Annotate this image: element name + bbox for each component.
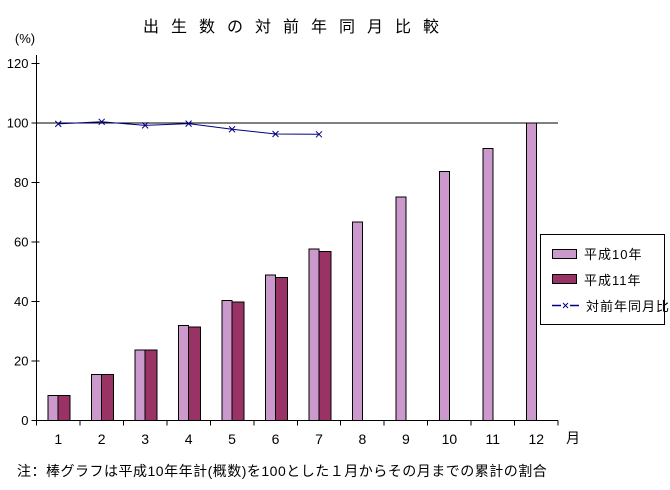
bar-heisei11-month-7 — [318, 251, 332, 421]
bar-heisei11-month-6 — [275, 276, 289, 421]
x-tick-label-7: 7 — [315, 431, 323, 447]
ratio-marker-month-5 — [228, 125, 236, 133]
y-tick-label-100: 100 — [7, 116, 29, 131]
chart-title: 出生数の対前年同月比較 — [142, 19, 451, 36]
ratio-marker-month-3 — [141, 122, 149, 129]
x-tick-label-12: 12 — [528, 431, 544, 447]
bar-heisei11-month-5 — [231, 301, 245, 421]
x-axis-unit-label: 月 — [566, 430, 580, 446]
bar-heisei11-month-1 — [57, 395, 71, 422]
legend-swatch-h11 — [552, 274, 577, 285]
ratio-marker-month-7 — [315, 130, 323, 138]
x-tick-label-8: 8 — [359, 431, 367, 447]
bar-heisei10-month-4 — [178, 325, 190, 421]
bar-heisei10-month-12 — [525, 122, 537, 421]
legend-swatch-h10 — [552, 248, 577, 259]
y-tick-label-120: 120 — [7, 56, 29, 71]
bar-heisei10-month-3 — [134, 349, 146, 421]
bar-heisei10-month-6 — [265, 274, 277, 421]
x-tick-label-9: 9 — [402, 431, 410, 447]
bar-heisei11-month-2 — [101, 373, 115, 422]
bar-heisei11-month-4 — [188, 326, 202, 422]
bar-heisei11-month-3 — [144, 349, 158, 421]
x-tick-label-2: 2 — [98, 431, 106, 447]
x-tick-label-4: 4 — [185, 431, 193, 447]
ratio-marker-month-2 — [98, 118, 106, 126]
bar-heisei10-month-8 — [351, 221, 363, 421]
bar-heisei10-month-2 — [91, 373, 103, 422]
y-tick-label-40: 40 — [14, 294, 28, 309]
legend-item-ratio: 対前年同月比 — [552, 296, 669, 315]
bar-heisei10-month-10 — [438, 170, 450, 421]
ratio-marker-month-1 — [54, 120, 62, 128]
x-tick-label-1: 1 — [54, 431, 62, 447]
y-tick-label-0: 0 — [21, 413, 28, 428]
legend: 平成10年 平成11年 対前年同月比 — [540, 234, 669, 325]
ratio-marker-month-4 — [185, 120, 192, 127]
bar-heisei10-month-5 — [221, 300, 233, 422]
legend-item-h11: 平成11年 — [552, 270, 664, 289]
ratio-marker-month-6 — [272, 130, 279, 138]
legend-label-h11: 平成11年 — [584, 272, 642, 288]
x-tick-label-5: 5 — [228, 431, 236, 447]
legend-label-ratio: 対前年同月比 — [586, 298, 670, 314]
legend-label-h10: 平成10年 — [584, 247, 643, 263]
y-tick-label-20: 20 — [14, 354, 28, 369]
y-axis-unit-label: (%) — [15, 31, 35, 46]
legend-item-h10: 平成10年 — [552, 244, 664, 263]
bar-heisei10-month-7 — [308, 248, 320, 421]
x-tick-label-3: 3 — [141, 431, 149, 447]
line-marker-icon — [552, 302, 579, 308]
x-tick-label-11: 11 — [486, 431, 501, 447]
bar-heisei10-month-9 — [395, 196, 407, 421]
x-tick-label-6: 6 — [272, 431, 280, 447]
x-tick-label-10: 10 — [442, 431, 458, 447]
bar-heisei10-month-1 — [47, 395, 59, 422]
y-tick-label-60: 60 — [14, 235, 28, 250]
bar-heisei10-month-11 — [482, 147, 494, 421]
footnote: 注：棒グラフは平成10年年計(概数)を100とした１月からその月までの累計の割合 — [17, 463, 548, 479]
y-tick-label-80: 80 — [14, 175, 28, 190]
